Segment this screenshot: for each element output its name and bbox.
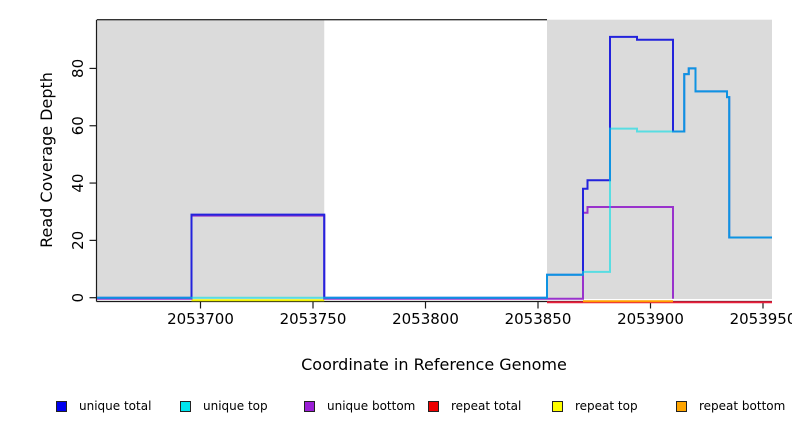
legend-item-unique-bottom: unique bottom [304, 399, 415, 413]
x-tick-label: 2053750 [280, 310, 347, 328]
legend-swatch-repeat-total [428, 400, 439, 412]
highlight-region-left [97, 19, 325, 299]
y-tick-label: 80 [69, 59, 87, 78]
legend: unique total unique top unique bottom repea… [0, 392, 792, 432]
y-tick-label: 0 [69, 293, 87, 303]
y-tick-label: 20 [69, 231, 87, 250]
highlight-region-right [547, 19, 772, 299]
legend-swatch-unique-top [180, 400, 191, 412]
legend-item-unique-total: unique total [56, 399, 151, 413]
legend-label: unique bottom [327, 399, 416, 413]
series-line-unique-top [97, 67, 772, 299]
legend-swatch-repeat-bottom [676, 400, 687, 412]
legend-item-unique-top: unique top [180, 399, 268, 413]
legend-label: repeat total [451, 399, 522, 413]
legend-swatch-unique-total [56, 400, 67, 412]
plot-area: 2053700 2053750 2053800 2053850 2053900 20539… [37, 19, 792, 374]
x-tick-label: 2053950 [730, 310, 792, 328]
legend-label: unique top [203, 399, 268, 413]
x-tick-label: 2053700 [167, 310, 234, 328]
x-tick-label: 2053900 [617, 310, 684, 328]
x-axis-title: Coordinate in Reference Genome [301, 355, 567, 374]
legend-swatch-repeat-top [552, 400, 563, 412]
legend-item-repeat-total: repeat total [428, 399, 521, 413]
legend-label: unique total [79, 399, 152, 413]
legend-item-repeat-bottom: repeat bottom [676, 399, 785, 413]
legend-label: repeat top [575, 399, 638, 413]
x-tick-label: 2053850 [505, 310, 572, 328]
legend-swatch-unique-bottom [304, 400, 315, 412]
x-tick-label: 2053800 [392, 310, 459, 328]
y-axis-title: Read Coverage Depth [37, 72, 56, 248]
y-tick-label: 60 [69, 116, 87, 135]
legend-item-repeat-top: repeat top [552, 399, 638, 413]
legend-label: repeat bottom [699, 399, 786, 413]
y-tick-label: 40 [69, 174, 87, 193]
